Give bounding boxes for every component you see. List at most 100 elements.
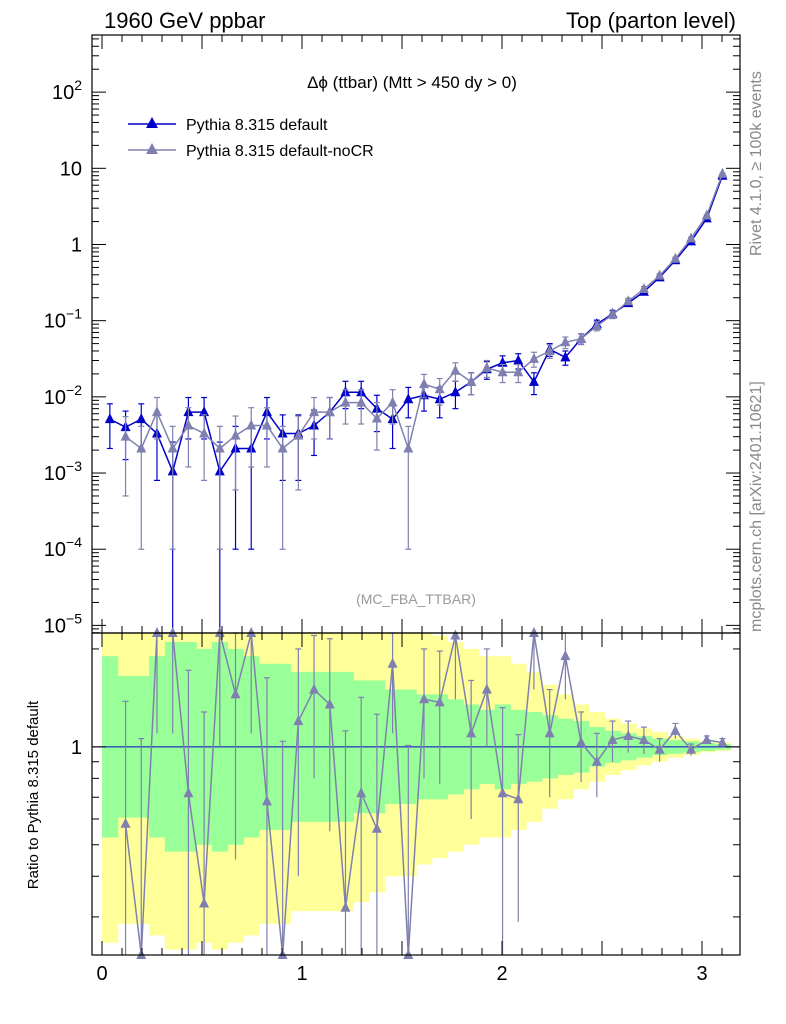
- ratio-y-tick-label: 1: [71, 737, 82, 759]
- ratio-point: [230, 688, 241, 699]
- data-point-1: [309, 406, 320, 417]
- chart-title: Δϕ (ttbar) (Mtt > 450 dy > 0): [307, 73, 517, 92]
- data-point-1: [387, 396, 398, 407]
- data-point-1: [324, 406, 335, 417]
- data-point-1: [717, 167, 728, 178]
- ratio-point: [576, 736, 587, 747]
- data-point-1: [151, 406, 162, 417]
- ratio-point: [544, 727, 555, 738]
- data-point-0: [560, 351, 571, 362]
- ratio-point: [607, 733, 618, 744]
- rivet-label: Rivet 4.1.0, ≥ 100k events: [748, 71, 765, 256]
- ratio-point: [638, 733, 649, 744]
- data-point-1: [371, 412, 382, 423]
- ratio-point: [434, 696, 445, 707]
- data-point-0: [104, 413, 115, 424]
- data-point-1: [199, 427, 210, 438]
- data-point-1: [481, 361, 492, 372]
- ratio-point: [151, 627, 162, 637]
- ratio-point: [466, 727, 477, 738]
- mcplots-label: mcplots.cern.ch [arXiv:2401.10621]: [748, 381, 765, 632]
- data-point-1: [293, 429, 304, 440]
- ratio-point: [309, 683, 320, 694]
- ratio-point: [450, 629, 461, 640]
- ratio-point: [513, 793, 524, 804]
- y-tick-label: 10−4: [44, 534, 82, 561]
- ratio-point: [120, 817, 131, 828]
- legend: Pythia 8.315 default Pythia 8.315 defaul…: [128, 117, 374, 160]
- data-point-1: [638, 283, 649, 294]
- data-point-1: [183, 419, 194, 430]
- ratio-frame: [91, 632, 741, 956]
- y-tick-label: 10: [60, 158, 82, 180]
- data-point-1: [277, 442, 288, 453]
- ratio-point: [670, 724, 681, 735]
- header-right: Top (parton level): [566, 8, 736, 33]
- data-point-1: [450, 364, 461, 375]
- data-point-1: [214, 442, 225, 453]
- ratio-point: [199, 897, 210, 908]
- data-point-1: [340, 396, 351, 407]
- ratio-point: [387, 657, 398, 668]
- data-point-1: [230, 429, 241, 440]
- data-point-1: [497, 366, 508, 377]
- ratio-point: [560, 650, 571, 661]
- x-tick-label: 0: [96, 963, 107, 985]
- ratio-point: [654, 743, 665, 754]
- ratio-point: [136, 949, 147, 959]
- analysis-watermark: (MC_FBA_TTBAR): [356, 591, 476, 607]
- y-tick-label: 102: [52, 77, 82, 104]
- data-point-1: [528, 352, 539, 363]
- ratio-point: [481, 683, 492, 694]
- y-tick-label: 1: [71, 234, 82, 256]
- ratio-point: [717, 736, 728, 747]
- data-point-1: [246, 419, 257, 430]
- x-tick-label: 3: [696, 963, 707, 985]
- data-point-1: [513, 366, 524, 377]
- ratio-point: [371, 822, 382, 833]
- ratio-point: [623, 729, 634, 740]
- data-point-1: [261, 419, 272, 430]
- ratio-point: [701, 733, 712, 744]
- series-line-0: [109, 175, 724, 474]
- data-point-1: [136, 442, 147, 453]
- ratio-point: [277, 949, 288, 959]
- data-point-0: [403, 393, 414, 404]
- ratio-point: [183, 787, 194, 798]
- data-point-1: [356, 396, 367, 407]
- data-point-1: [701, 209, 712, 220]
- data-point-1: [670, 252, 681, 263]
- data-point-1: [544, 344, 555, 355]
- ratio-point: [419, 693, 430, 704]
- ratio-point: [591, 755, 602, 766]
- ratio-point: [497, 787, 508, 798]
- data-point-1: [686, 232, 697, 243]
- data-point-1: [654, 269, 665, 280]
- data-point-0: [199, 406, 210, 417]
- ratio-point: [214, 627, 225, 637]
- ratio-point: [167, 627, 178, 637]
- ratio-point: [261, 795, 272, 806]
- ratio-point: [356, 787, 367, 798]
- ratio-point: [686, 743, 697, 754]
- ratio-point: [324, 698, 335, 709]
- ratio-ylabel: Ratio to Pythia 8.315 default: [25, 700, 42, 889]
- data-point-1: [623, 295, 634, 306]
- data-point-1: [167, 442, 178, 453]
- legend-label-nocr: Pythia 8.315 default-noCR: [186, 143, 374, 160]
- y-tick-label: 10−2: [44, 382, 82, 409]
- data-point-0: [450, 386, 461, 397]
- data-point-1: [576, 332, 587, 343]
- data-point-1: [560, 336, 571, 347]
- data-point-1: [403, 442, 414, 453]
- ratio-point: [528, 627, 539, 637]
- data-point-0: [136, 413, 147, 424]
- data-point-1: [419, 378, 430, 389]
- legend-marker-default: [146, 117, 158, 128]
- ratio-point: [403, 949, 414, 959]
- data-point-1: [120, 430, 131, 441]
- data-point-0: [513, 354, 524, 365]
- header-left: 1960 GeV ppbar: [104, 8, 265, 33]
- legend-marker-nocr: [146, 143, 158, 154]
